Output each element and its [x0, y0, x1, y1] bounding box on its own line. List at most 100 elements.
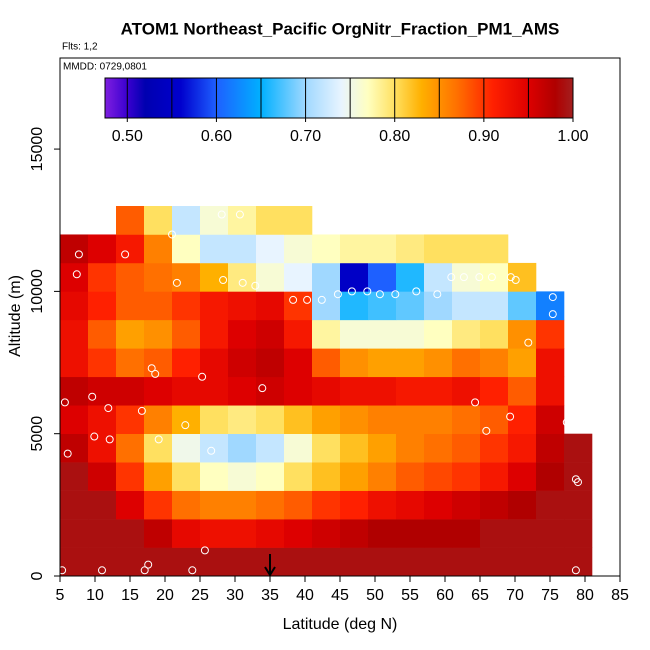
flight-point [317, 295, 326, 304]
date-note: MMDD: 0729,0801 [63, 62, 147, 73]
heat-cell [144, 291, 173, 321]
heat-cell [536, 490, 565, 520]
heat-cell [340, 405, 369, 434]
x-tick-label: 50 [366, 587, 384, 604]
flight-point [200, 546, 209, 555]
heat-cell [228, 376, 257, 406]
heat-cell [396, 348, 425, 378]
heat-cell [116, 206, 145, 235]
heat-cell [424, 234, 453, 264]
flight-point [147, 364, 156, 373]
heat-cell [312, 433, 341, 463]
heat-cell [116, 262, 145, 292]
colorbar-tick-label: 0.90 [468, 128, 499, 145]
heat-cell [396, 547, 425, 577]
heat-cell [60, 348, 89, 378]
heat-cell [256, 262, 285, 292]
heat-cell [88, 462, 117, 491]
heat-cell [200, 348, 229, 378]
heat-cell [88, 433, 117, 463]
x-tick-label: 40 [296, 587, 314, 604]
flight-point [168, 230, 176, 239]
heat-cell [368, 376, 397, 406]
heat-cell [424, 547, 453, 577]
flight-point [104, 404, 113, 413]
heat-cell [368, 262, 397, 292]
heat-cell [172, 462, 201, 491]
heat-cell [340, 234, 369, 264]
heat-cell [536, 547, 565, 577]
flight-point [207, 446, 216, 455]
heat-cell [312, 348, 341, 378]
y-tick-label: 10000 [29, 269, 46, 314]
heat-cell [368, 405, 397, 434]
flight-point [121, 250, 130, 259]
heat-cell [256, 519, 285, 548]
flight-point [63, 449, 72, 458]
heat-cell [312, 291, 341, 321]
heat-cell [228, 433, 257, 463]
heat-cell [452, 376, 481, 406]
flight-point [217, 210, 226, 219]
heat-cell [508, 490, 537, 520]
flight-point [105, 435, 114, 444]
heat-cell [88, 234, 117, 264]
flight-point [506, 412, 515, 421]
flight-point [482, 426, 491, 435]
x-tick-label: 15 [121, 587, 139, 604]
heat-cell [60, 291, 89, 321]
heat-cell [536, 405, 565, 434]
heat-cell [116, 234, 145, 264]
heat-cell [60, 462, 89, 491]
heat-cell [396, 462, 425, 491]
flight-point [219, 276, 228, 284]
heat-cell [480, 262, 509, 292]
flights-note: Flts: 1,2 [62, 42, 98, 53]
heat-cell [88, 291, 117, 321]
heat-cell [452, 319, 481, 349]
y-tick-label: 0 [29, 571, 46, 580]
heat-cell [284, 206, 313, 235]
flight-point [144, 560, 153, 569]
heat-cell [284, 547, 313, 577]
flight-point [137, 406, 146, 415]
heat-cell [200, 319, 229, 349]
heat-cell [480, 405, 509, 434]
heat-cell [228, 405, 257, 434]
colorbar-tick-label: 0.60 [201, 128, 232, 145]
flight-point [548, 310, 557, 319]
heat-cell [508, 462, 537, 491]
heat-cell [256, 490, 285, 520]
heat-cell [368, 319, 397, 349]
heat-cell [312, 405, 341, 434]
heat-cell [88, 490, 117, 520]
heat-cell [256, 433, 285, 463]
heat-cell [508, 348, 537, 378]
flight-point [172, 278, 181, 287]
heat-cell [200, 291, 229, 321]
heat-cell [200, 547, 229, 577]
heat-cell [200, 519, 229, 548]
heat-cell [368, 234, 397, 264]
heat-cell [228, 348, 257, 378]
flight-point [471, 398, 480, 407]
heat-cell [396, 433, 425, 463]
y-tick-label: 15000 [29, 127, 46, 172]
heat-cell [508, 519, 537, 548]
heat-cell [340, 462, 369, 491]
x-tick-label: 5 [56, 587, 65, 604]
heat-cell [424, 291, 453, 321]
x-tick-label: 45 [331, 587, 349, 604]
heat-cell [396, 291, 425, 321]
heat-cell [312, 547, 341, 577]
flight-point [574, 478, 582, 487]
heat-cell [480, 348, 509, 378]
flight-point [258, 384, 267, 393]
heat-cell [144, 234, 173, 264]
heat-cell [200, 462, 229, 491]
y-tick-label: 5000 [29, 416, 46, 452]
heat-cell [452, 547, 481, 577]
heat-cell [200, 376, 229, 406]
heat-cell [172, 405, 201, 434]
